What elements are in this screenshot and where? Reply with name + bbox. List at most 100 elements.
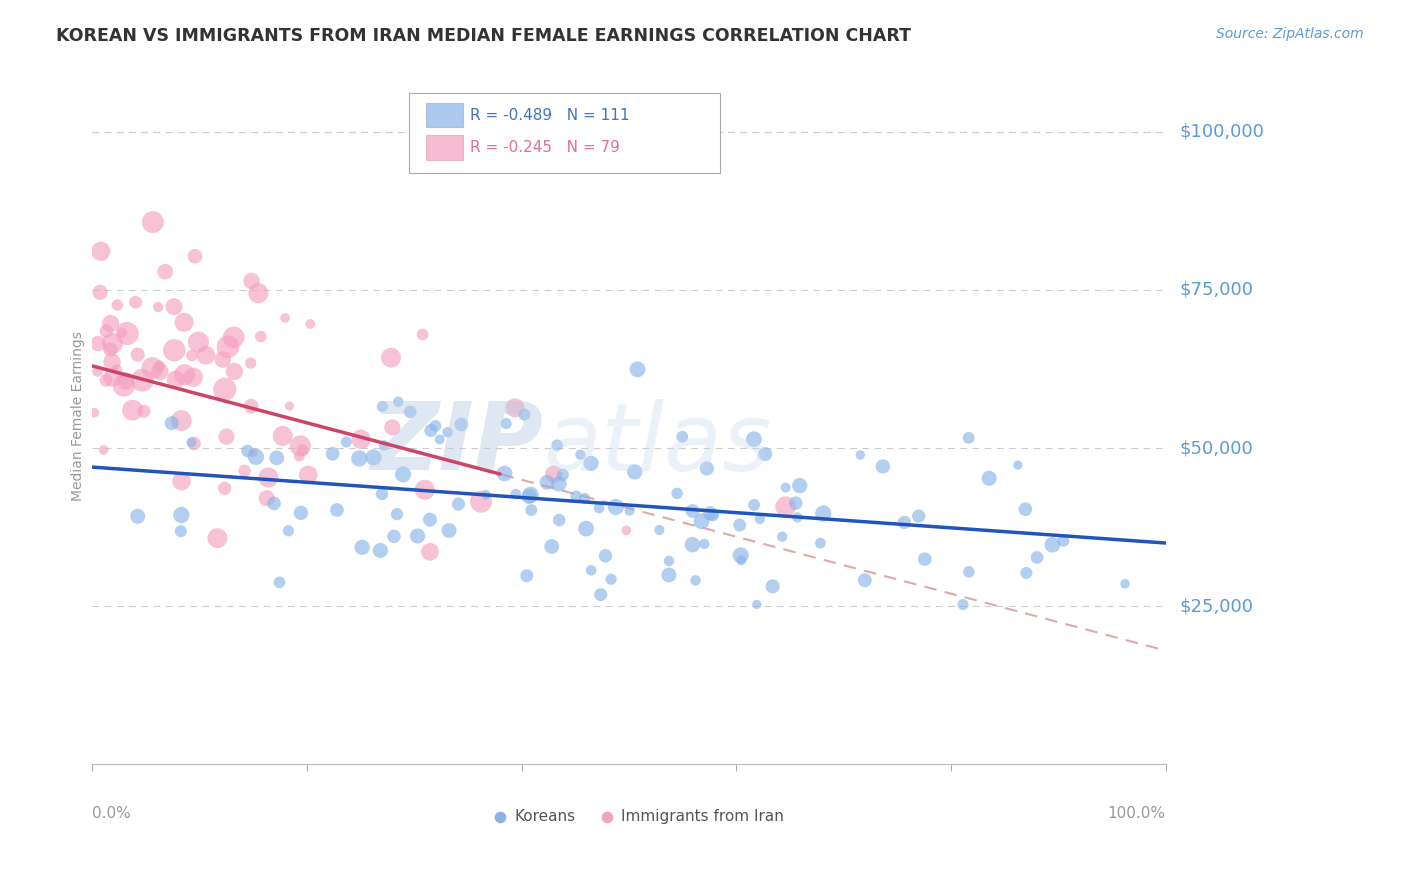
Point	[291, 442, 314, 457]
Point	[277, 524, 299, 538]
Point	[211, 352, 233, 367]
Point	[86, 364, 108, 378]
Point	[429, 433, 451, 447]
Point	[290, 506, 312, 520]
Point	[436, 425, 458, 440]
Point	[381, 420, 404, 434]
Text: Koreans: Koreans	[515, 809, 575, 824]
Point	[754, 447, 776, 461]
Point	[596, 757, 619, 772]
Point	[83, 406, 105, 420]
Point	[516, 568, 538, 582]
Point	[419, 424, 441, 438]
Point	[274, 310, 297, 325]
Point	[207, 531, 229, 545]
Point	[240, 274, 263, 288]
Text: 0.0%: 0.0%	[93, 806, 131, 822]
Point	[89, 285, 111, 300]
Point	[589, 588, 612, 602]
Point	[114, 374, 136, 388]
Text: $50,000: $50,000	[1180, 439, 1253, 457]
Text: $75,000: $75,000	[1180, 281, 1254, 299]
Point	[1007, 458, 1029, 472]
Point	[748, 512, 770, 526]
Text: R = -0.489   N = 111: R = -0.489 N = 111	[470, 108, 630, 122]
Point	[658, 554, 681, 568]
Point	[160, 416, 183, 430]
Point	[785, 496, 807, 510]
Point	[87, 336, 110, 351]
Point	[240, 399, 263, 413]
Point	[519, 488, 541, 502]
Point	[413, 483, 436, 497]
Point	[412, 327, 434, 342]
Point	[214, 481, 236, 495]
Text: Source: ZipAtlas.com: Source: ZipAtlas.com	[1216, 27, 1364, 41]
Point	[775, 481, 797, 495]
Point	[520, 503, 543, 517]
Point	[503, 401, 526, 415]
Point	[730, 549, 752, 563]
Point	[616, 523, 638, 537]
Point	[127, 348, 149, 362]
Point	[101, 370, 124, 384]
Point	[371, 487, 394, 501]
Point	[579, 563, 602, 577]
Point	[181, 370, 204, 384]
Point	[297, 467, 319, 482]
Point	[278, 399, 301, 413]
Point	[595, 549, 617, 563]
Point	[94, 373, 117, 387]
Point	[373, 438, 395, 452]
Point	[574, 491, 596, 506]
Point	[132, 404, 155, 418]
Point	[131, 373, 153, 387]
Point	[399, 405, 422, 419]
Point	[350, 432, 373, 446]
Point	[872, 459, 894, 474]
Point	[322, 447, 344, 461]
Point	[170, 413, 193, 427]
Point	[141, 361, 163, 376]
Point	[239, 356, 262, 370]
Point	[770, 530, 793, 544]
Point	[658, 568, 681, 582]
Point	[475, 488, 498, 502]
Point	[775, 500, 797, 514]
Point	[742, 432, 765, 446]
Point	[263, 496, 285, 510]
Point	[702, 508, 724, 522]
Point	[540, 540, 562, 554]
Point	[957, 431, 980, 445]
Point	[222, 330, 245, 344]
Point	[180, 435, 202, 450]
Text: ZIP: ZIP	[370, 399, 543, 491]
Point	[699, 506, 721, 520]
Point	[1015, 566, 1038, 580]
Point	[105, 298, 128, 312]
Point	[271, 429, 294, 443]
Point	[626, 362, 648, 376]
Point	[600, 572, 623, 586]
Point	[165, 373, 187, 387]
Point	[173, 315, 195, 329]
Point	[115, 326, 138, 341]
Point	[419, 513, 441, 527]
Point	[215, 429, 238, 443]
Point	[579, 456, 602, 470]
Point	[619, 504, 641, 518]
Text: KOREAN VS IMMIGRANTS FROM IRAN MEDIAN FEMALE EARNINGS CORRELATION CHART: KOREAN VS IMMIGRANTS FROM IRAN MEDIAN FE…	[56, 27, 911, 45]
Point	[100, 317, 122, 331]
Point	[517, 490, 540, 504]
Point	[288, 449, 311, 463]
Point	[682, 538, 704, 552]
Point	[153, 265, 176, 279]
Point	[742, 498, 765, 512]
Point	[290, 439, 312, 453]
Point	[105, 362, 128, 376]
Point	[352, 541, 374, 555]
Point	[730, 553, 752, 567]
Point	[489, 757, 512, 772]
Point	[148, 359, 170, 373]
Point	[335, 435, 357, 450]
